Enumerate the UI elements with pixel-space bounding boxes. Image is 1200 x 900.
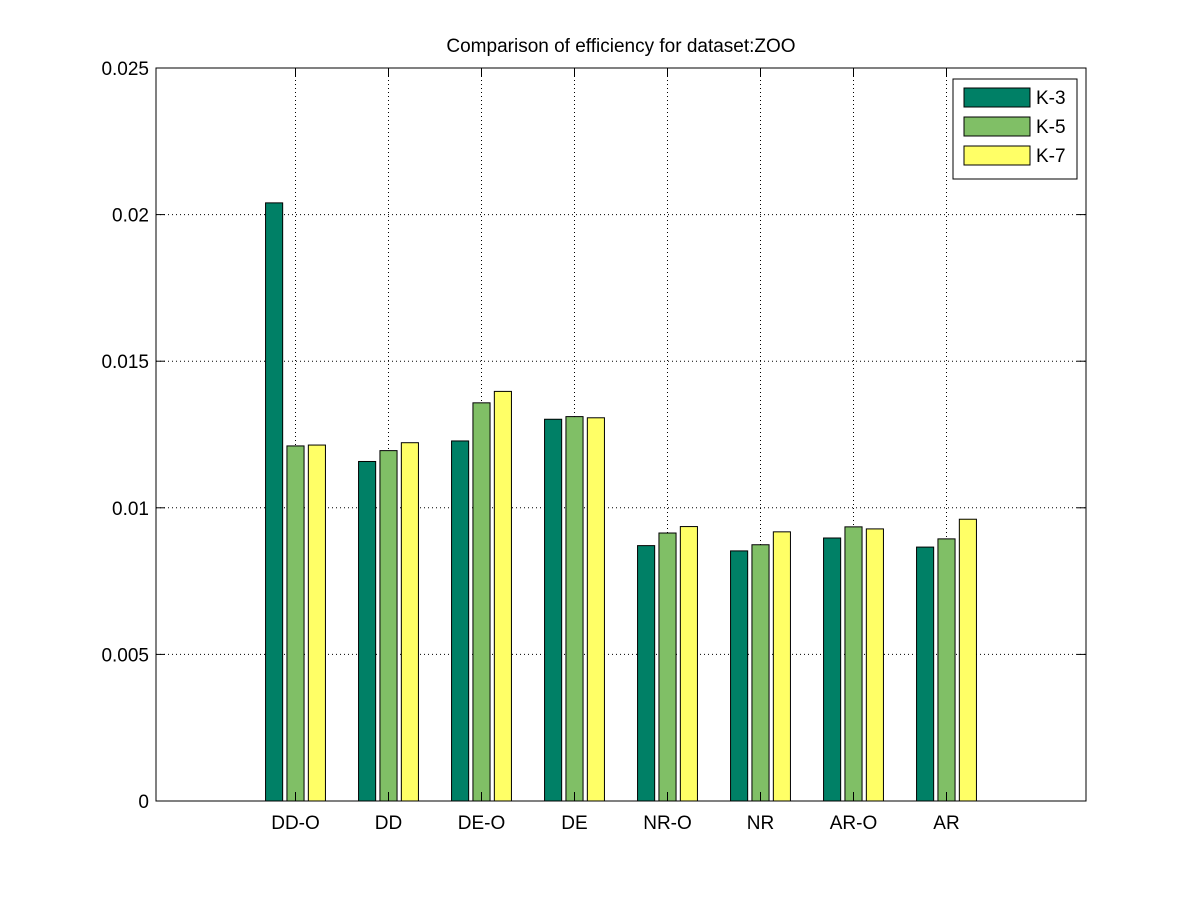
bar-k-7-de: [586, 417, 605, 802]
bar-k-5-nr-o: [658, 532, 677, 802]
bars: [265, 202, 977, 802]
axes-border: [155, 67, 1087, 802]
plot-area: 0 0.005 0.01 0.015 0.02 0.025 DD-O DD DE-O DE NR-…: [101, 59, 1087, 834]
legend-label-k-5: K-5: [1036, 117, 1066, 138]
bar-k-7-nr: [772, 531, 791, 802]
bar-k-5-ar: [937, 538, 956, 802]
y-axis-tick-labels: 0 0.005 0.01 0.015 0.02 0.025: [101, 59, 149, 813]
x-tick-label: DD-O: [271, 813, 320, 834]
axis-ticks: [156, 67, 1086, 802]
bar-k-5-ar-o: [844, 526, 863, 802]
x-tick-label: DD: [375, 813, 402, 834]
bar-k-3-dd: [358, 460, 377, 802]
y-tick-label: 0.005: [101, 645, 149, 666]
x-tick-label: AR: [933, 813, 959, 834]
bar-k-3-dd-o: [265, 202, 284, 802]
chart-title: Comparison of efficiency for dataset:ZOO: [446, 36, 795, 57]
bar-k-5-de-o: [472, 402, 491, 802]
x-tick-label: DE-O: [458, 813, 506, 834]
bar-k-5-de: [565, 416, 584, 802]
bar-k-3-nr-o: [637, 545, 656, 802]
bar-k-3-ar: [916, 546, 935, 802]
x-tick-label: NR-O: [643, 813, 692, 834]
x-tick-label: DE: [561, 813, 587, 834]
y-tick-label: 0.015: [101, 352, 149, 373]
bar-k-7-de-o: [493, 390, 512, 802]
legend-swatch-k-7: [963, 145, 1031, 166]
bar-k-3-de: [544, 418, 563, 802]
legend-label-k-7: K-7: [1036, 146, 1066, 167]
y-tick-label: 0.02: [112, 206, 149, 227]
bar-k-5-dd: [379, 450, 398, 802]
bar-k-3-nr: [730, 550, 749, 802]
legend-swatch-k-3: [963, 87, 1031, 108]
y-tick-label: 0: [138, 792, 149, 813]
x-tick-label: AR-O: [830, 813, 878, 834]
bar-k-7-dd: [400, 442, 419, 802]
bar-k-7-nr-o: [679, 526, 698, 802]
grid-lines: [156, 68, 1086, 801]
legend: K-3 K-5 K-7: [952, 78, 1078, 180]
bar-k-3-ar-o: [823, 537, 842, 802]
bar-k-3-de-o: [451, 440, 470, 802]
bar-k-7-dd-o: [307, 444, 326, 802]
bar-k-5-nr: [751, 544, 770, 802]
bar-k-7-ar-o: [865, 528, 884, 802]
x-tick-label: NR: [747, 813, 774, 834]
legend-swatch-k-5: [963, 116, 1031, 137]
bar-k-5-dd-o: [286, 445, 305, 802]
legend-label-k-3: K-3: [1036, 88, 1066, 109]
x-axis-tick-labels: DD-O DD DE-O DE NR-O NR AR-O AR: [271, 813, 959, 834]
bar-k-7-ar: [958, 518, 977, 802]
y-tick-label: 0.025: [101, 59, 149, 80]
y-tick-label: 0.01: [112, 499, 149, 520]
